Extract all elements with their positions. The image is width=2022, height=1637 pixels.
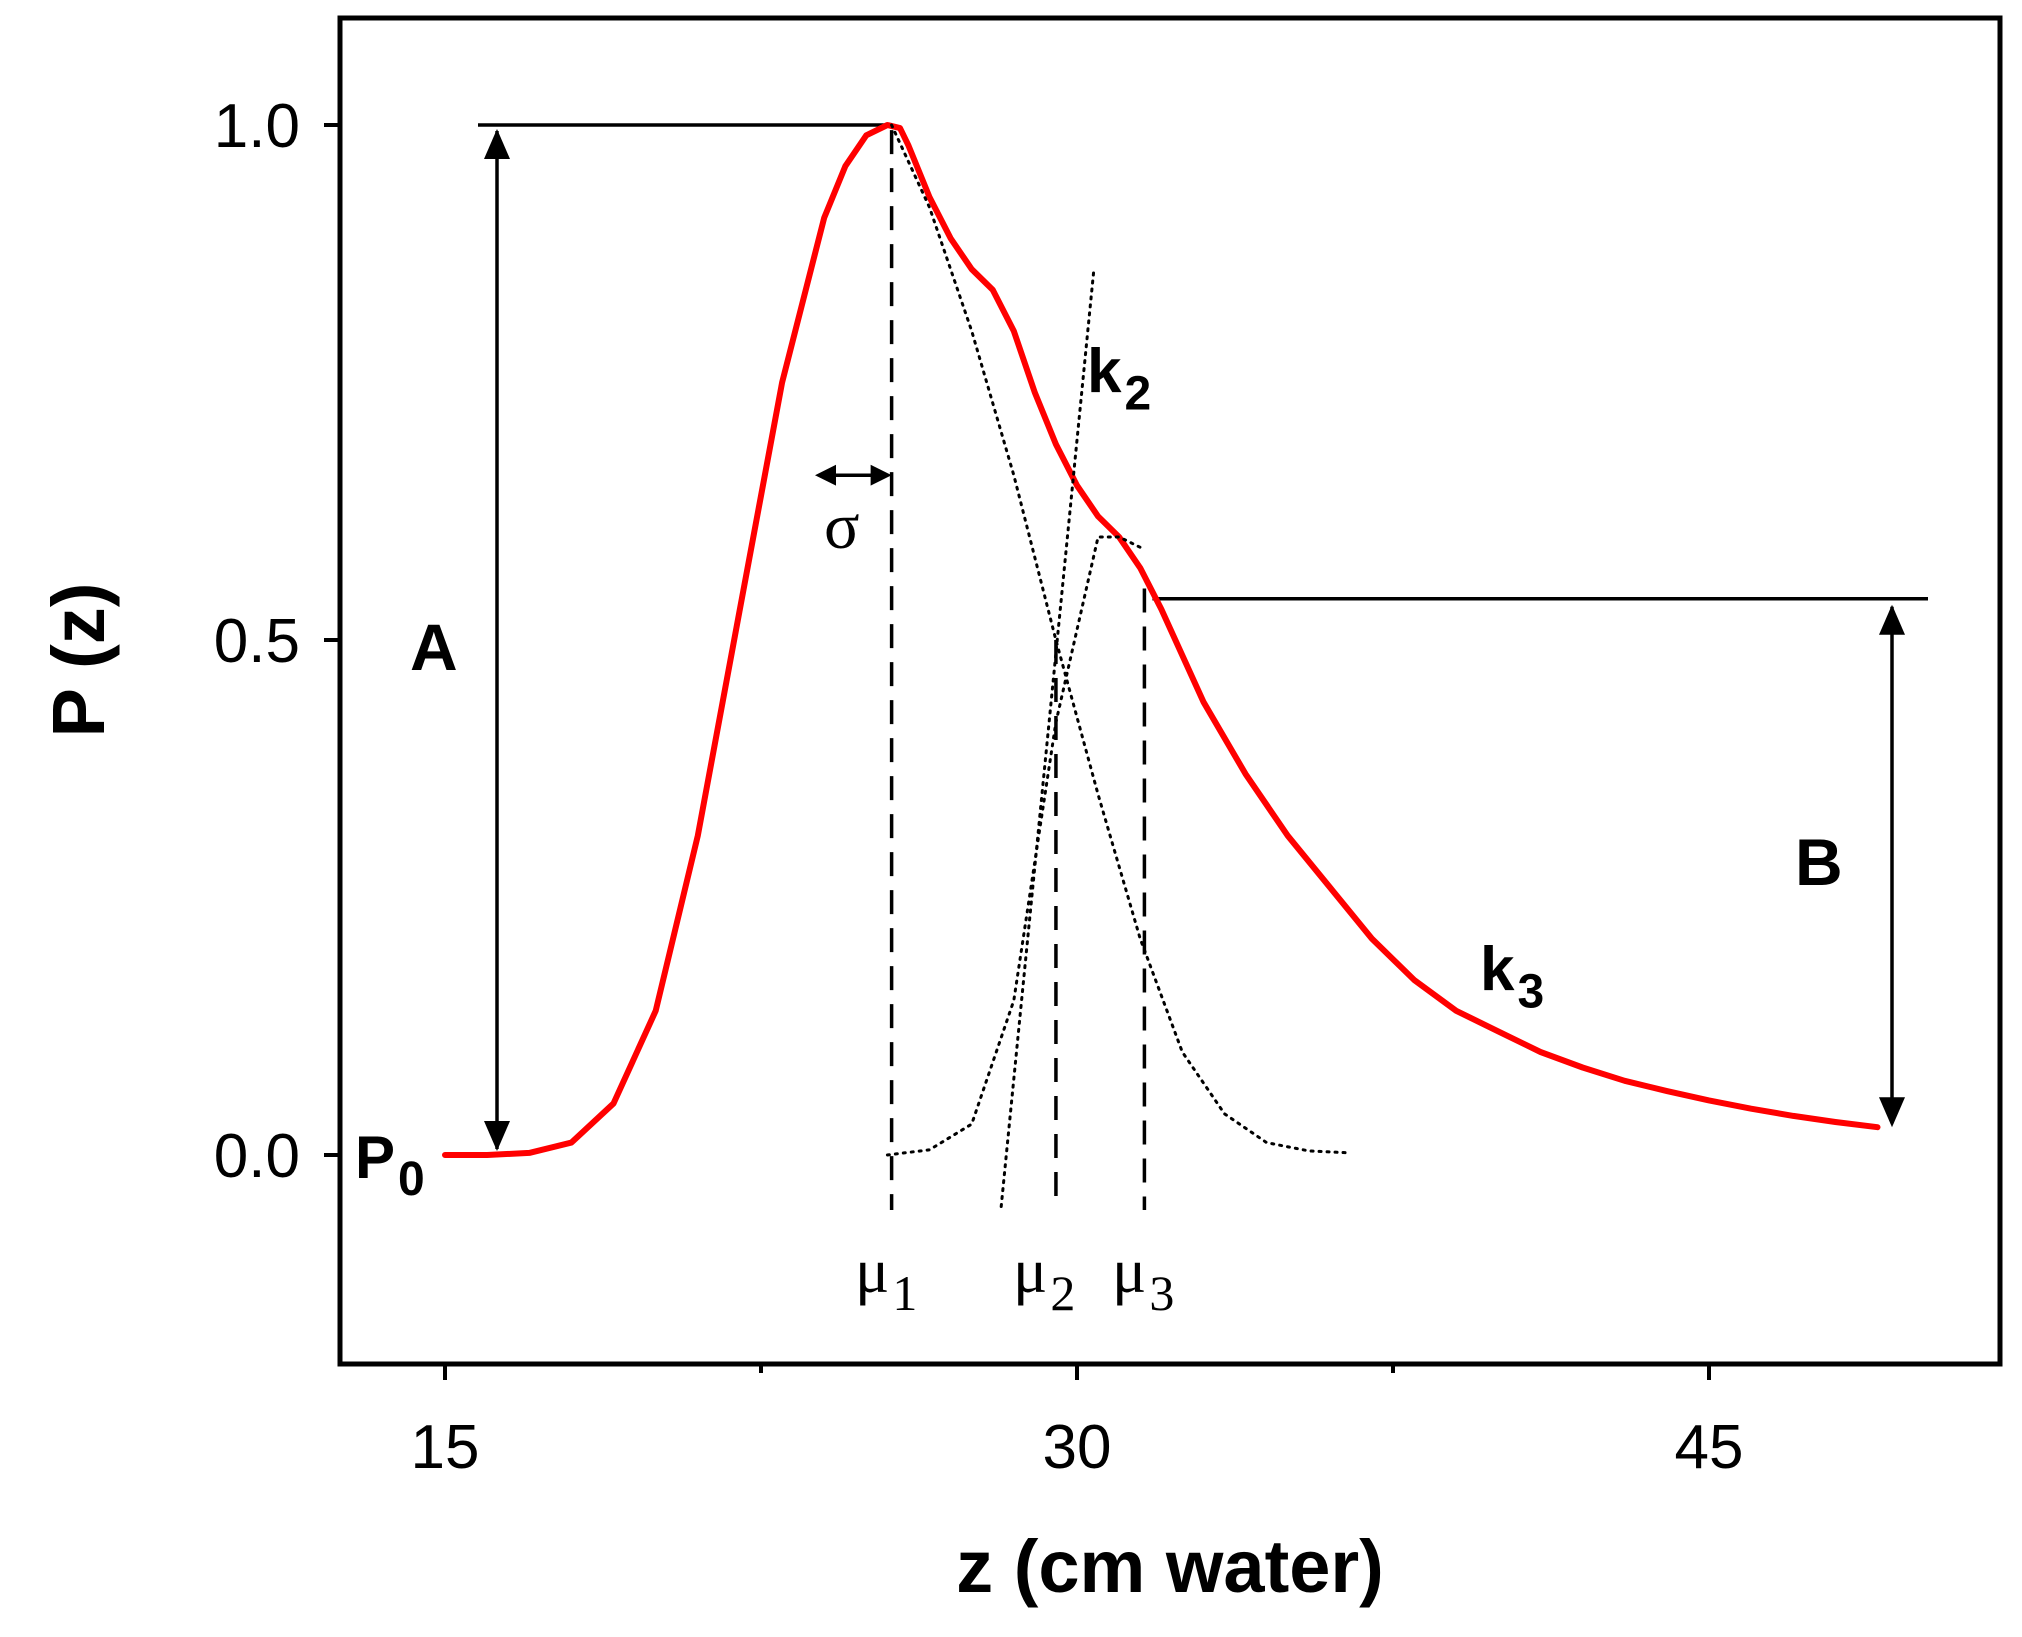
component-curve-2 [999,267,1096,1208]
annotation-b: B [1795,825,1843,899]
annotation-a: A [410,610,458,684]
x-tick-label: 30 [1043,1413,1112,1482]
annotation-k3: k3 [1480,935,1544,1018]
b-arrow-head-top [1879,604,1905,635]
annotation-p0: P0 [355,1124,425,1206]
annotation-mu3: μ3 [1112,1235,1174,1321]
component-curve-1 [890,123,1353,1155]
x-tick-label: 15 [411,1413,480,1482]
component-curve-3 [885,535,1142,1157]
plot-frame [337,15,2003,1367]
annotation-sigma: σ [824,490,860,563]
y-tick-label: 0.5 [214,607,300,676]
b-arrow-head-bottom [1879,1097,1905,1128]
main-curve [442,122,1881,1158]
annotation-mu2: μ2 [1013,1235,1075,1321]
x-tick-label: 45 [1675,1413,1744,1482]
y-tick-label: 0.0 [214,1122,300,1191]
x-axis-title: z (cm water) [956,1525,1384,1608]
a-arrow-head-bottom [484,1121,510,1151]
annotation-k2: k2 [1087,337,1151,420]
sigma-arrow-head-right [870,464,892,486]
y-tick-label: 1.0 [214,92,300,161]
sigma-arrow-head-left [815,464,836,486]
a-arrow-head-top [484,129,510,159]
annotation-mu1: μ1 [855,1235,917,1321]
y-axis-title: P (z) [37,583,120,738]
